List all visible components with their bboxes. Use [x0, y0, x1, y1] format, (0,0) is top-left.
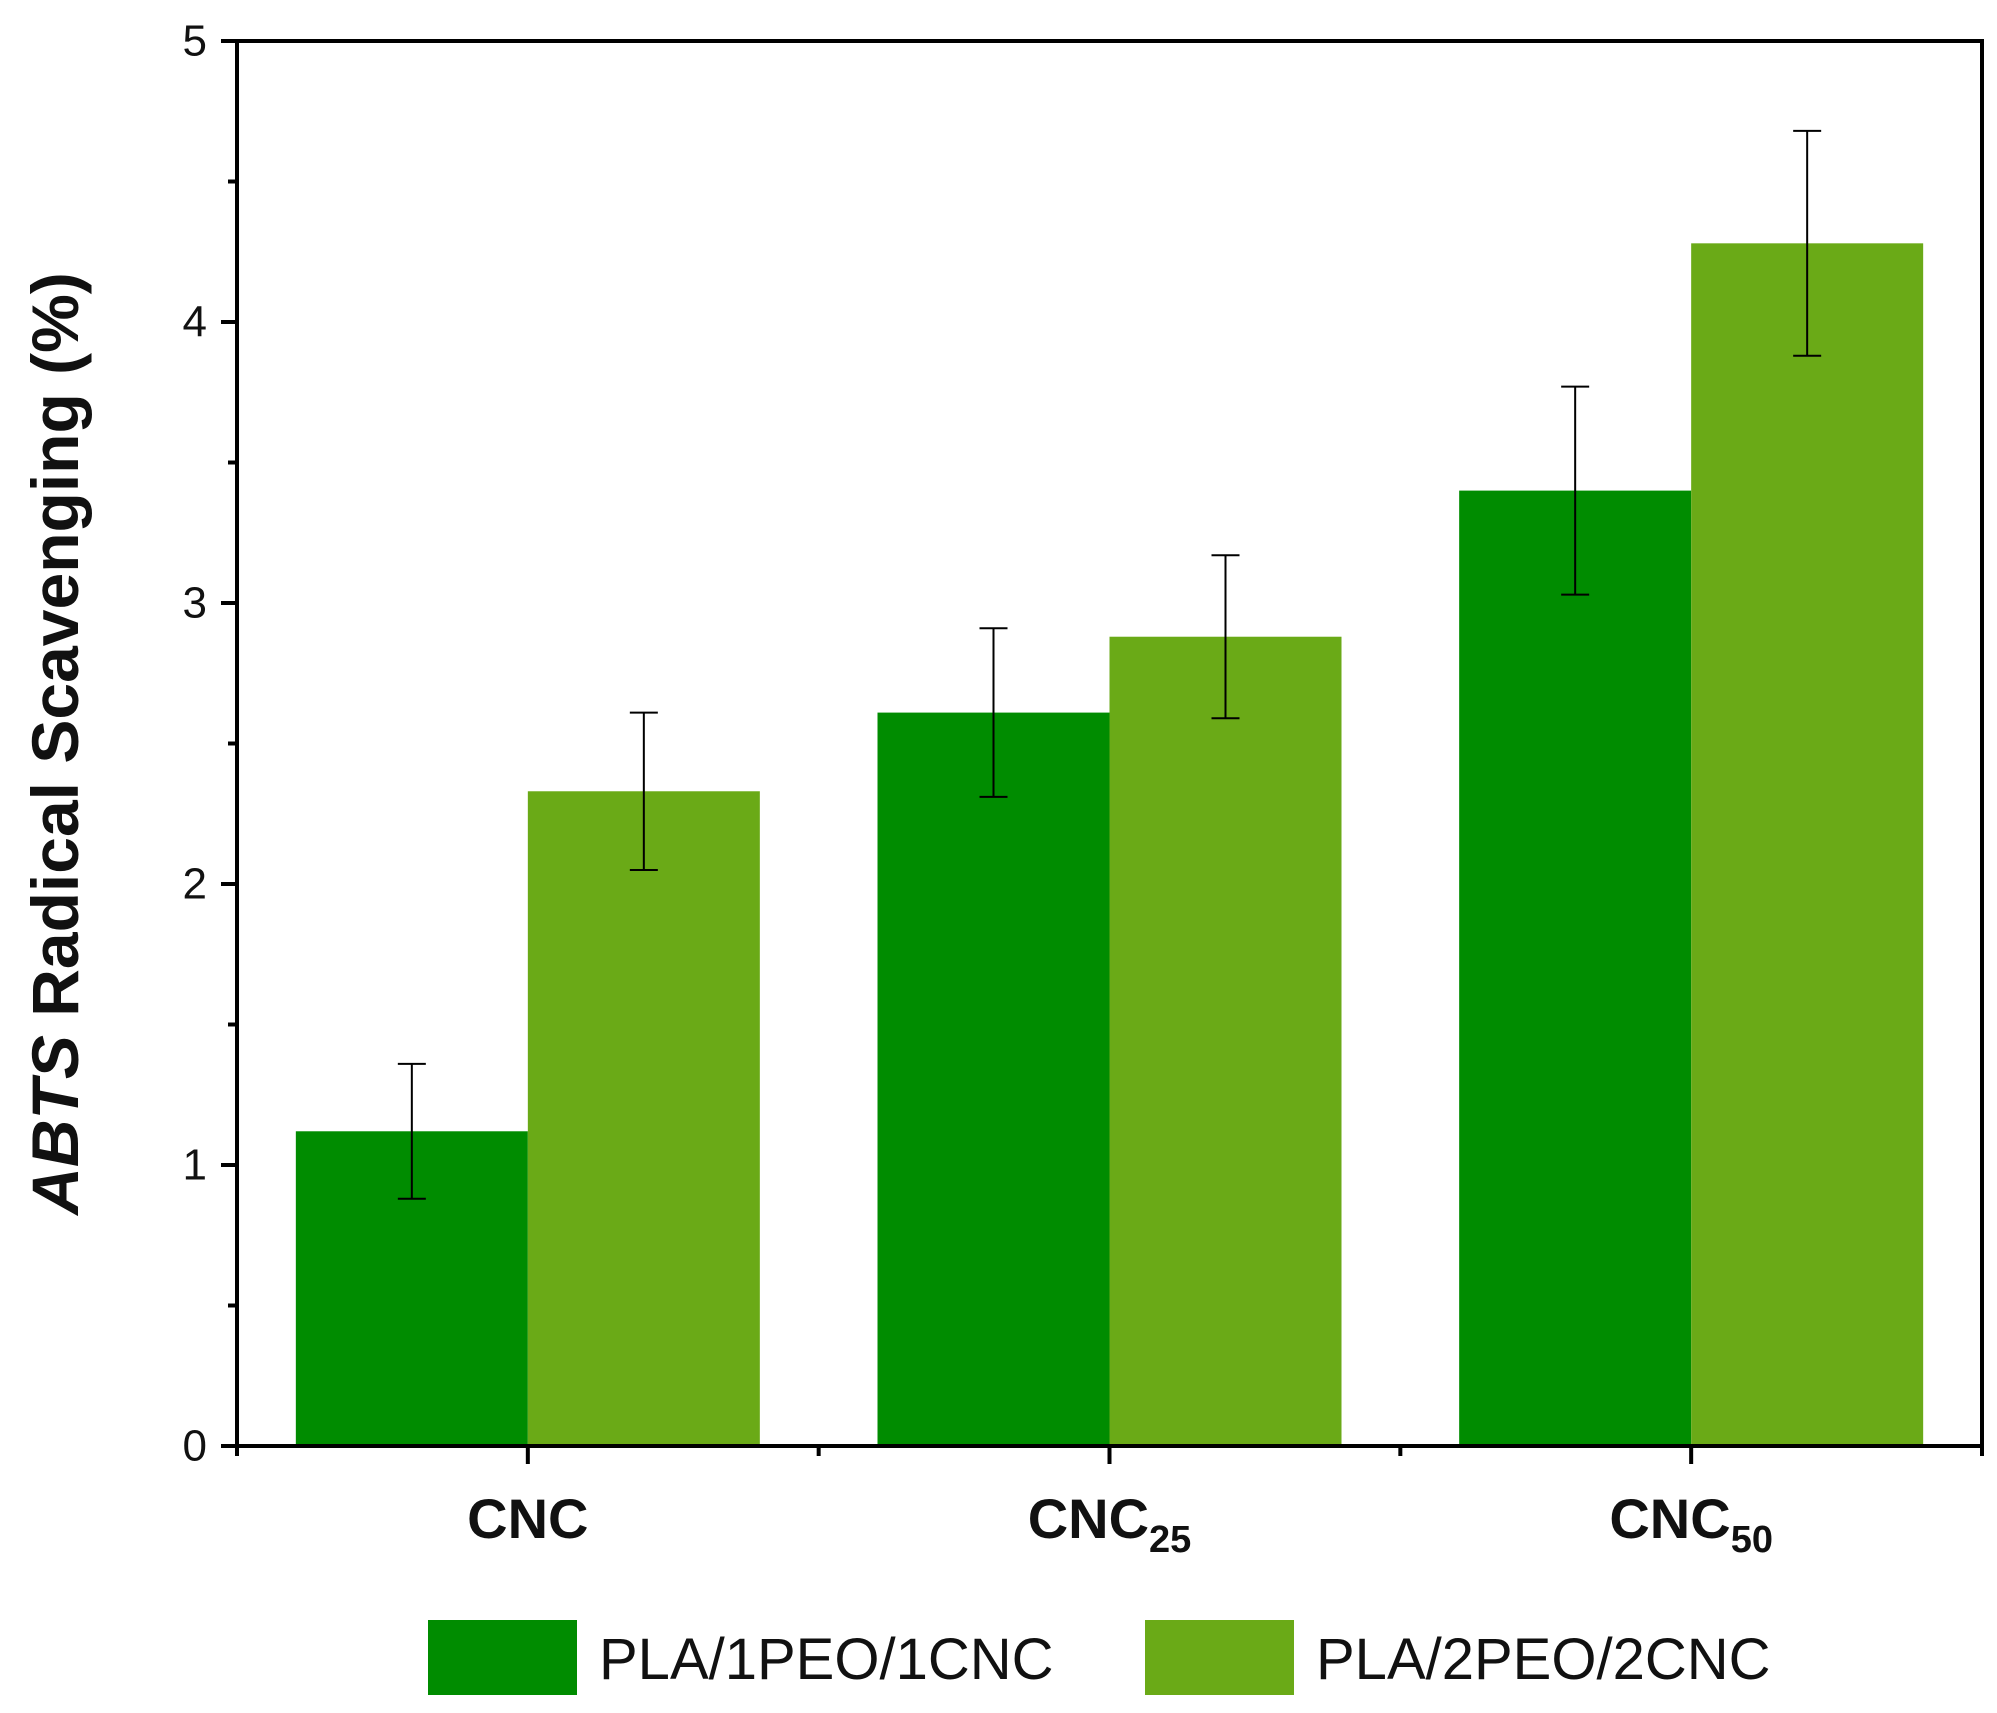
- legend-swatch: [428, 1620, 577, 1695]
- legend: PLA/1PEO/1CNC PLA/2PEO/2CNC: [428, 1620, 1771, 1695]
- legend-label: PLA/1PEO/1CNC: [599, 1627, 1054, 1692]
- error-bar-2-1: [629, 711, 658, 871]
- y-tick-label: 0: [183, 1422, 207, 1471]
- bar-2-2: [1109, 636, 1342, 1446]
- error-bar-1-1: [397, 1062, 426, 1200]
- error-bar-1-2: [979, 627, 1008, 798]
- category-name: CNC: [1609, 1487, 1730, 1550]
- bar-1-3: [1459, 490, 1692, 1447]
- bars-layer: [295, 243, 1924, 1447]
- error-bar-1-3: [1561, 385, 1590, 596]
- x-category-label: CNC50: [1609, 1487, 1773, 1561]
- error-bar-2-2: [1211, 554, 1240, 720]
- bar-2-1: [527, 791, 760, 1446]
- x-category-label: CNC: [467, 1487, 588, 1550]
- legend-label: PLA/2PEO/2CNC: [1316, 1627, 1771, 1692]
- y-tick-label: 4: [183, 298, 207, 347]
- x-category-label: CNC25: [1028, 1487, 1192, 1561]
- y-tick-label: 2: [183, 860, 207, 909]
- y-axis-label-italic: ABTS: [18, 1035, 92, 1217]
- y-tick-label: 5: [183, 17, 207, 66]
- category-name: CNC: [1028, 1487, 1149, 1550]
- category-name: CNC: [467, 1487, 588, 1550]
- axes-layer: [221, 39, 1984, 1464]
- y-axis-label-rest: Radical Scavenging (%): [18, 272, 92, 1035]
- legend-swatch: [1145, 1620, 1294, 1695]
- error-bars-layer: [397, 129, 1822, 1200]
- y-tick-label: 1: [183, 1141, 207, 1190]
- category-subscript: 50: [1731, 1519, 1773, 1561]
- bar-2-3: [1691, 243, 1924, 1446]
- legend-item-2: PLA/2PEO/2CNC: [1145, 1620, 1771, 1695]
- y-tick-label: 3: [183, 579, 207, 628]
- bar-1-2: [877, 712, 1110, 1446]
- y-axis-label: ABTS Radical Scavenging (%): [18, 272, 92, 1217]
- legend-item-1: PLA/1PEO/1CNC: [428, 1620, 1054, 1695]
- error-bar-2-3: [1793, 129, 1822, 357]
- category-subscript: 25: [1149, 1519, 1191, 1561]
